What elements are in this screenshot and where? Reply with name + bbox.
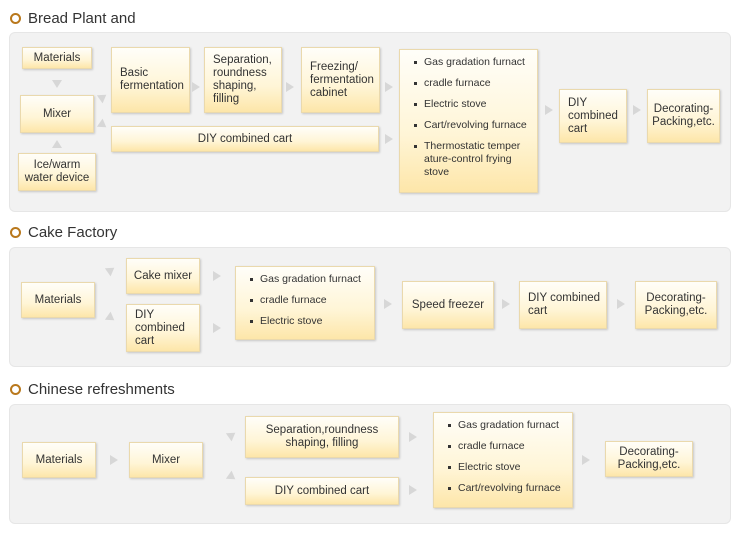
arrow-right-icon <box>502 299 510 309</box>
bread-basic-fermentation-box: Basic fermentation <box>111 47 190 113</box>
oven-item: Electric stove <box>250 315 368 328</box>
cake-mixer-box: Cake mixer <box>126 258 200 294</box>
oven-item: Gas gradation furnact <box>250 273 368 286</box>
oven-item: cradle furnace <box>448 440 566 453</box>
cake-speed-freezer-box: Speed freezer <box>402 281 494 329</box>
arrow-up-icon <box>52 140 62 148</box>
bread-ice-water-box: Ice/warm water device <box>18 153 96 191</box>
section-title-bread: Bread Plant and <box>10 10 136 27</box>
bread-decorating-box: Decorating-Packing,etc. <box>647 89 720 143</box>
oven-item: Cart/revolving furnace <box>414 119 531 132</box>
circle-bullet-icon <box>10 384 21 395</box>
arrow-right-icon <box>582 455 590 465</box>
bread-materials-box: Materials <box>22 47 92 69</box>
section-title-text: Chinese refreshments <box>28 381 175 398</box>
arrow-right-icon <box>617 299 625 309</box>
section-title-cake: Cake Factory <box>10 224 117 241</box>
arrow-right-icon <box>633 105 641 115</box>
arrow-right-icon <box>192 82 200 92</box>
arrow-right-icon <box>110 455 118 465</box>
section-title-text: Bread Plant and <box>28 10 136 27</box>
cake-diy-cart-left-box: DIY combined cart <box>126 304 200 352</box>
chinese-decorating-box: Decorating-Packing,etc. <box>605 441 693 477</box>
oven-item: cradle furnace <box>250 294 368 307</box>
circle-bullet-icon <box>10 13 21 24</box>
chinese-diy-cart-box: DIY combined cart <box>245 477 399 505</box>
arrow-right-icon <box>545 105 553 115</box>
chinese-mixer-box: Mixer <box>129 442 203 478</box>
arrow-right-icon <box>385 134 393 144</box>
cake-ovens-box: Gas gradation furnact cradle furnace Ele… <box>235 266 375 340</box>
oven-item: Cart/revolving furnace <box>448 482 566 495</box>
bread-diy-cart-wide-box: DIY combined cart <box>111 126 379 152</box>
cake-materials-box: Materials <box>21 282 95 318</box>
section-title-text: Cake Factory <box>28 224 118 241</box>
chinese-ovens-box: Gas gradation furnact cradle furnace Ele… <box>433 412 573 508</box>
chinese-separation-box: Separation,roundness shaping, filling <box>245 416 399 458</box>
arrow-right-icon <box>384 299 392 309</box>
section-title-chinese: Chinese refreshments <box>10 381 175 398</box>
circle-bullet-icon <box>10 227 21 238</box>
bread-ovens-box: Gas gradation furnact cradle furnace Ele… <box>399 49 538 193</box>
chinese-materials-box: Materials <box>22 442 96 478</box>
oven-item: Electric stove <box>414 98 531 111</box>
arrow-right-icon <box>213 323 221 333</box>
bread-mixer-box: Mixer <box>20 95 94 133</box>
oven-item: Thermostatic temper ature-control frying… <box>414 140 531 179</box>
bread-separation-box: Separation, roundness shaping, filling <box>204 47 282 113</box>
cake-diy-cart-box: DIY combined cart <box>519 281 607 329</box>
oven-item: cradle furnace <box>414 77 531 90</box>
oven-item: Gas gradation furnact <box>448 419 566 432</box>
arrow-right-icon <box>286 82 294 92</box>
arrow-right-icon <box>409 432 417 442</box>
bread-freezing-box: Freezing/ fermentation cabinet <box>301 47 380 113</box>
oven-item: Gas gradation furnact <box>414 56 531 69</box>
arrow-right-icon <box>385 82 393 92</box>
bread-diy-cart-box: DIY combined cart <box>559 89 627 143</box>
oven-item: Electric stove <box>448 461 566 474</box>
arrow-down-icon <box>52 80 62 88</box>
arrow-right-icon <box>213 271 221 281</box>
cake-decorating-box: Decorating-Packing,etc. <box>635 281 717 329</box>
arrow-right-icon <box>409 485 417 495</box>
